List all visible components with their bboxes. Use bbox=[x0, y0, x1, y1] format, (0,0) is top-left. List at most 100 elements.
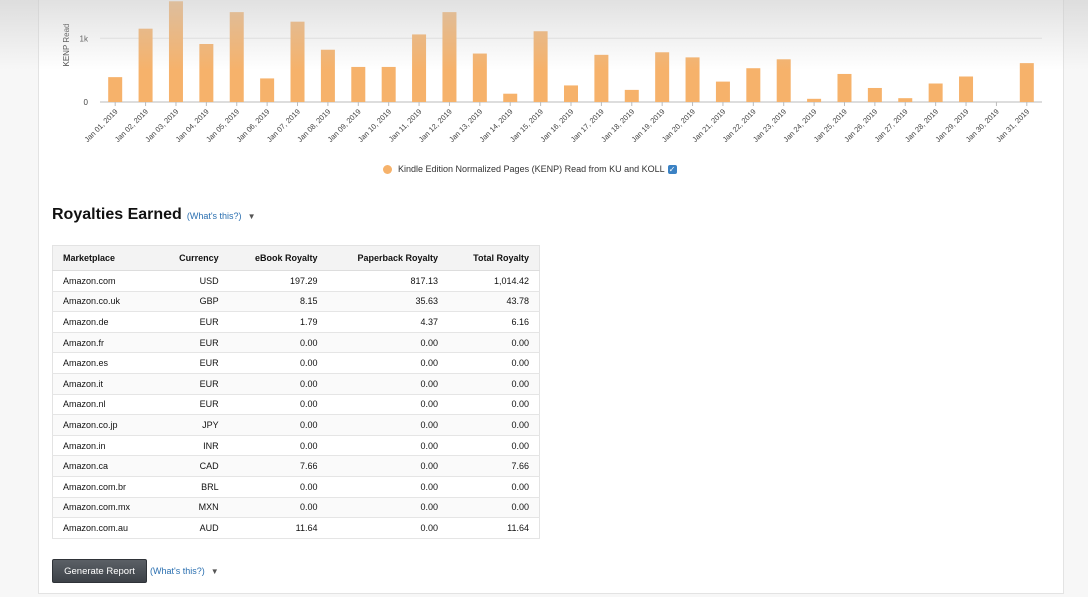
bar[interactable] bbox=[199, 43, 214, 102]
col-header-currency: Currency bbox=[157, 245, 229, 271]
whats-this-link[interactable]: (What's this?) bbox=[150, 566, 205, 576]
col-header-total: Total Royalty bbox=[447, 245, 540, 271]
cell-currency: EUR bbox=[157, 352, 229, 374]
cell-ebook-royalty: 0.00 bbox=[228, 414, 328, 436]
col-header-ebook: eBook Royalty bbox=[228, 245, 328, 271]
legend-swatch bbox=[383, 164, 392, 174]
bar[interactable] bbox=[564, 85, 578, 102]
cell-total-royalty: 0.00 bbox=[447, 373, 540, 395]
bar[interactable] bbox=[928, 83, 943, 102]
cell-marketplace: Amazon.it bbox=[52, 373, 158, 395]
col-header-marketplace: Marketplace bbox=[52, 245, 158, 271]
cell-paperback-royalty: 0.00 bbox=[327, 476, 448, 498]
bar[interactable] bbox=[655, 52, 670, 102]
y-axis-label: KENP Read bbox=[62, 24, 71, 67]
table-row: Amazon.nl EUR 0.00 0.00 0.00 bbox=[52, 394, 540, 416]
cell-ebook-royalty: 8.15 bbox=[228, 291, 328, 313]
legend-label: Kindle Edition Normalized Pages (KENP) R… bbox=[398, 164, 665, 174]
caret-down-icon[interactable]: ▼ bbox=[210, 567, 219, 576]
bar[interactable] bbox=[412, 34, 427, 102]
royalties-header: Royalties Earned (What's this?) ▼ bbox=[52, 206, 255, 224]
checkbox-icon[interactable]: ✓ bbox=[667, 164, 677, 174]
cell-total-royalty: 0.00 bbox=[447, 352, 540, 374]
cell-ebook-royalty: 197.29 bbox=[228, 270, 328, 292]
table-row: Amazon.co.jp JPY 0.00 0.00 0.00 bbox=[52, 414, 540, 436]
cell-ebook-royalty: 0.00 bbox=[228, 373, 328, 395]
table-row: Amazon.com USD 197.29 817.13 1,014.42 bbox=[52, 270, 540, 292]
bar[interactable] bbox=[594, 54, 609, 102]
section-title: Royalties Earned bbox=[52, 206, 182, 223]
table-row: Amazon.co.uk GBP 8.15 35.63 43.78 bbox=[52, 291, 540, 313]
cell-total-royalty: 0.00 bbox=[447, 394, 540, 416]
cell-ebook-royalty: 11.64 bbox=[228, 517, 328, 539]
whats-this-link[interactable]: (What's this?) bbox=[186, 211, 242, 221]
bar[interactable] bbox=[260, 78, 275, 102]
cell-ebook-royalty: 7.66 bbox=[228, 455, 328, 477]
bar[interactable] bbox=[503, 93, 518, 102]
cell-currency: EUR bbox=[157, 332, 229, 354]
cell-total-royalty: 0.00 bbox=[447, 332, 540, 354]
bar[interactable] bbox=[533, 31, 548, 102]
bar[interactable] bbox=[108, 77, 123, 102]
cell-paperback-royalty: 4.37 bbox=[327, 311, 448, 333]
cell-ebook-royalty: 1.79 bbox=[228, 311, 328, 333]
cell-paperback-royalty: 0.00 bbox=[327, 394, 448, 416]
bar[interactable] bbox=[138, 28, 153, 102]
royalties-table: Marketplace Currency eBook Royalty Paper… bbox=[52, 245, 540, 539]
bar[interactable] bbox=[898, 98, 913, 102]
bar[interactable] bbox=[442, 12, 457, 102]
cell-marketplace: Amazon.com.au bbox=[52, 517, 158, 539]
bar[interactable] bbox=[472, 53, 487, 102]
table-row: Amazon.fr EUR 0.00 0.00 0.00 bbox=[52, 332, 540, 354]
cell-total-royalty: 43.78 bbox=[447, 291, 540, 313]
generate-report-button[interactable]: Generate Report bbox=[52, 559, 147, 583]
cell-paperback-royalty: 35.63 bbox=[327, 291, 448, 313]
cell-ebook-royalty: 0.00 bbox=[228, 352, 328, 374]
bar[interactable] bbox=[168, 1, 183, 102]
cell-marketplace: Amazon.co.jp bbox=[52, 414, 158, 436]
bar[interactable] bbox=[685, 57, 700, 102]
cell-total-royalty: 6.16 bbox=[447, 311, 540, 333]
bar[interactable] bbox=[776, 59, 791, 102]
table-row: Amazon.ca CAD 7.66 0.00 7.66 bbox=[52, 455, 540, 477]
cell-paperback-royalty: 0.00 bbox=[327, 455, 448, 477]
cell-marketplace: Amazon.com.br bbox=[52, 476, 158, 498]
cell-currency: AUD bbox=[157, 517, 229, 539]
cell-paperback-royalty: 817.13 bbox=[327, 270, 448, 292]
bar[interactable] bbox=[351, 66, 366, 102]
bar[interactable] bbox=[867, 87, 882, 102]
cell-currency: MXN bbox=[157, 497, 229, 519]
bar[interactable] bbox=[624, 89, 639, 102]
bar[interactable] bbox=[746, 68, 761, 102]
cell-currency: BRL bbox=[157, 476, 229, 498]
cell-currency: EUR bbox=[157, 311, 229, 333]
bar[interactable] bbox=[715, 81, 730, 102]
bar[interactable] bbox=[229, 12, 244, 102]
cell-paperback-royalty: 0.00 bbox=[327, 352, 448, 374]
cell-total-royalty: 0.00 bbox=[447, 435, 540, 457]
bar[interactable] bbox=[1019, 63, 1034, 102]
bar[interactable] bbox=[381, 66, 396, 102]
cell-marketplace: Amazon.fr bbox=[52, 332, 158, 354]
bar[interactable] bbox=[320, 49, 335, 102]
cell-currency: GBP bbox=[157, 291, 229, 313]
cell-currency: EUR bbox=[157, 373, 229, 395]
cell-paperback-royalty: 0.00 bbox=[327, 517, 448, 539]
cell-marketplace: Amazon.co.uk bbox=[52, 291, 158, 313]
table-row: Amazon.es EUR 0.00 0.00 0.00 bbox=[52, 352, 540, 374]
bar[interactable] bbox=[290, 21, 305, 102]
table-row: Amazon.in INR 0.00 0.00 0.00 bbox=[52, 435, 540, 457]
cell-marketplace: Amazon.com bbox=[52, 270, 158, 292]
cell-ebook-royalty: 0.00 bbox=[228, 394, 328, 416]
col-header-paperback: Paperback Royalty bbox=[327, 245, 448, 271]
cell-total-royalty: 7.66 bbox=[447, 455, 540, 477]
chart-legend[interactable]: Kindle Edition Normalized Pages (KENP) R… bbox=[383, 164, 677, 174]
cell-marketplace: Amazon.ca bbox=[52, 455, 158, 477]
report-help: (What's this?) ▼ bbox=[150, 566, 219, 576]
bar[interactable] bbox=[959, 76, 974, 103]
bar[interactable] bbox=[807, 98, 822, 102]
cell-ebook-royalty: 0.00 bbox=[228, 435, 328, 457]
caret-down-icon[interactable]: ▼ bbox=[247, 212, 256, 221]
bar[interactable] bbox=[837, 73, 852, 102]
